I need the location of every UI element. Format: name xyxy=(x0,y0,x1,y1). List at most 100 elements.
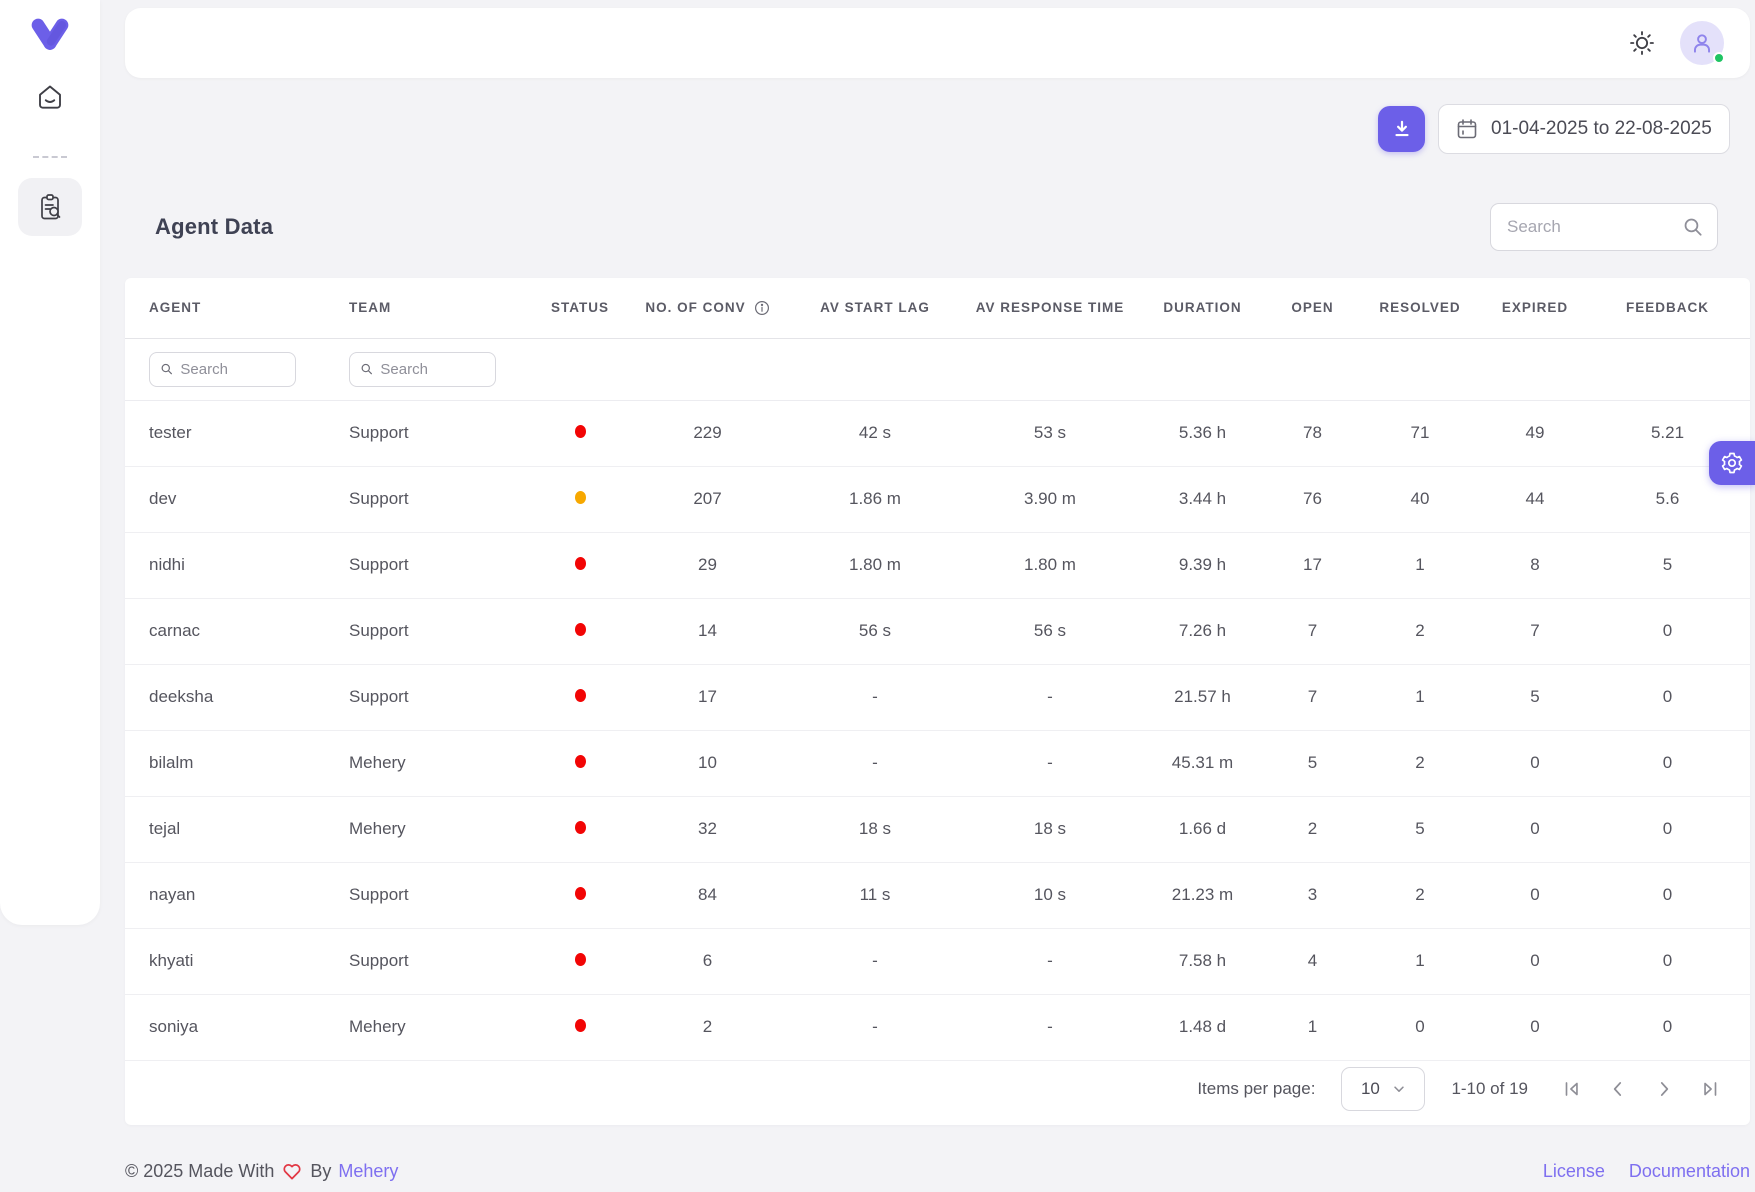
cell-open: 4 xyxy=(1270,928,1355,994)
theme-toggle-button[interactable] xyxy=(1628,29,1656,57)
cell-start-lag: - xyxy=(785,928,965,994)
cell-team: Support xyxy=(325,862,530,928)
cell-status xyxy=(530,730,630,796)
column-header-open[interactable]: OPEN xyxy=(1270,278,1355,338)
cell-agent: tejal xyxy=(125,796,325,862)
cell-expired: 0 xyxy=(1485,928,1585,994)
column-header-duration[interactable]: DURATION xyxy=(1135,278,1270,338)
date-range-picker[interactable]: 01-04-2025 to 22-08-2025 xyxy=(1438,104,1730,154)
cell-conv: 32 xyxy=(630,796,785,862)
column-header-start-lag[interactable]: AV START LAG xyxy=(785,278,965,338)
top-header xyxy=(125,8,1750,78)
cell-open: 5 xyxy=(1270,730,1355,796)
team-filter-input[interactable] xyxy=(380,361,485,378)
cell-resolved: 5 xyxy=(1355,796,1485,862)
person-icon xyxy=(1689,30,1715,56)
cell-expired: 7 xyxy=(1485,598,1585,664)
cell-status xyxy=(530,532,630,598)
cell-team: Support xyxy=(325,466,530,532)
column-header-feedback[interactable]: FEEDBACK xyxy=(1585,278,1750,338)
cell-expired: 0 xyxy=(1485,862,1585,928)
next-page-button[interactable] xyxy=(1646,1071,1682,1107)
cell-conv: 14 xyxy=(630,598,785,664)
cell-expired: 0 xyxy=(1485,796,1585,862)
cell-open: 1 xyxy=(1270,994,1355,1060)
column-header-conv[interactable]: NO. OF CONV xyxy=(630,278,785,338)
cell-conv: 29 xyxy=(630,532,785,598)
cell-response-time: 1.80 m xyxy=(965,532,1135,598)
cell-status xyxy=(530,862,630,928)
cell-feedback: 5 xyxy=(1585,532,1750,598)
cell-feedback: 0 xyxy=(1585,598,1750,664)
search-icon xyxy=(360,361,373,377)
cell-conv: 10 xyxy=(630,730,785,796)
cell-feedback: 0 xyxy=(1585,994,1750,1060)
cell-resolved: 2 xyxy=(1355,862,1485,928)
download-button[interactable] xyxy=(1378,106,1425,152)
column-header-agent[interactable]: AGENT xyxy=(125,278,325,338)
status-dot-red xyxy=(575,821,586,834)
table-row: khyatiSupport6--7.58 h4100 xyxy=(125,928,1750,994)
cell-response-time: - xyxy=(965,664,1135,730)
cell-team: Mehery xyxy=(325,796,530,862)
last-page-button[interactable] xyxy=(1692,1071,1728,1107)
previous-page-button[interactable] xyxy=(1600,1071,1636,1107)
cell-start-lag: - xyxy=(785,730,965,796)
cell-response-time: - xyxy=(965,994,1135,1060)
sidebar-collapsed-item xyxy=(33,156,67,158)
cell-agent: dev xyxy=(125,466,325,532)
cell-resolved: 1 xyxy=(1355,928,1485,994)
chevron-right-icon xyxy=(1653,1078,1675,1100)
cell-team: Support xyxy=(325,598,530,664)
sidebar-item-home[interactable] xyxy=(0,82,100,112)
agent-filter-input[interactable] xyxy=(180,361,285,378)
table-search xyxy=(1490,203,1718,251)
column-header-status[interactable]: STATUS xyxy=(530,278,630,338)
column-header-team[interactable]: TEAM xyxy=(325,278,530,338)
cell-team: Mehery xyxy=(325,730,530,796)
user-avatar[interactable] xyxy=(1680,21,1724,65)
column-header-expired[interactable]: EXPIRED xyxy=(1485,278,1585,338)
cell-response-time: 56 s xyxy=(965,598,1135,664)
date-range-label: 01-04-2025 to 22-08-2025 xyxy=(1491,118,1712,140)
cell-status xyxy=(530,598,630,664)
sun-icon xyxy=(1628,29,1656,57)
cell-response-time: - xyxy=(965,730,1135,796)
cell-status xyxy=(530,994,630,1060)
column-header-resolved[interactable]: RESOLVED xyxy=(1355,278,1485,338)
cell-resolved: 71 xyxy=(1355,400,1485,466)
table-row: nayanSupport8411 s10 s21.23 m3200 xyxy=(125,862,1750,928)
first-page-button[interactable] xyxy=(1554,1071,1590,1107)
cell-start-lag: 1.80 m xyxy=(785,532,965,598)
cell-duration: 7.58 h xyxy=(1135,928,1270,994)
settings-fab-button[interactable] xyxy=(1709,441,1755,485)
calendar-icon xyxy=(1455,117,1479,141)
cell-resolved: 0 xyxy=(1355,994,1485,1060)
pagination-range: 1-10 of 19 xyxy=(1451,1079,1528,1099)
cell-response-time: 53 s xyxy=(965,400,1135,466)
cell-open: 7 xyxy=(1270,664,1355,730)
agent-filter xyxy=(149,352,296,387)
status-dot-red xyxy=(575,755,586,768)
cell-duration: 5.36 h xyxy=(1135,400,1270,466)
by-text: By xyxy=(310,1161,331,1182)
cell-duration: 45.31 m xyxy=(1135,730,1270,796)
items-per-page-select[interactable]: 10 xyxy=(1341,1067,1425,1111)
brand-link[interactable]: Mehery xyxy=(338,1161,398,1182)
info-icon[interactable] xyxy=(754,300,770,316)
chevron-left-icon xyxy=(1607,1078,1629,1100)
table-row: deekshaSupport17--21.57 h7150 xyxy=(125,664,1750,730)
table-body: testerSupport22942 s53 s5.36 h7871495.21… xyxy=(125,400,1750,1060)
cell-agent: nidhi xyxy=(125,532,325,598)
cell-duration: 21.57 h xyxy=(1135,664,1270,730)
sidebar-item-reports[interactable] xyxy=(18,178,82,236)
cell-start-lag: 42 s xyxy=(785,400,965,466)
cell-feedback: 0 xyxy=(1585,862,1750,928)
cell-duration: 1.66 d xyxy=(1135,796,1270,862)
chevron-down-icon xyxy=(1392,1082,1406,1096)
agent-table: AGENT TEAM STATUS NO. OF CONV xyxy=(125,278,1750,1061)
documentation-link[interactable]: Documentation xyxy=(1629,1161,1750,1182)
license-link[interactable]: License xyxy=(1543,1161,1605,1182)
cell-resolved: 2 xyxy=(1355,730,1485,796)
column-header-response-time[interactable]: AV RESPONSE TIME xyxy=(965,278,1135,338)
